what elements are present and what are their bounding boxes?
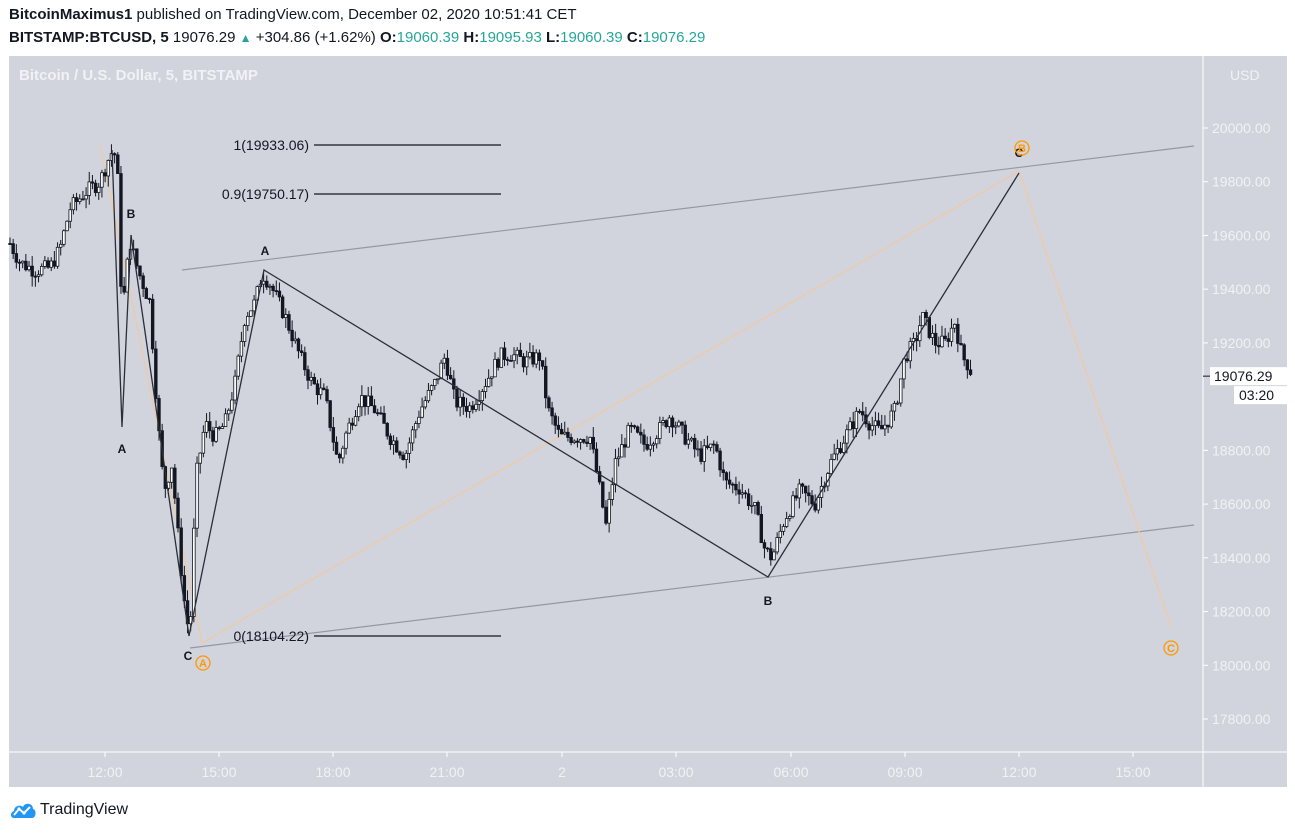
price-change: +304.86 (+1.62%) xyxy=(255,29,376,46)
close-label: C: xyxy=(626,29,643,46)
price-tick-label: 18200.00 xyxy=(1212,604,1271,620)
time-tick-label: 03:00 xyxy=(658,764,693,780)
low-label: L: xyxy=(545,29,561,46)
publish-info: BitcoinMaximus1 published on TradingView… xyxy=(9,6,577,23)
elliott-wave-projection[interactable] xyxy=(99,144,1172,644)
time-tick-label: 21:00 xyxy=(429,764,464,780)
price-tick-label: 19400.00 xyxy=(1212,281,1271,297)
up-triangle-icon: ▲ xyxy=(239,31,252,45)
wave-line-0[interactable] xyxy=(111,149,132,428)
svg-text:A: A xyxy=(199,658,207,670)
wave-label[interactable]: A xyxy=(118,442,127,456)
currency-label[interactable]: USD xyxy=(1230,67,1260,83)
chart-panel[interactable] xyxy=(9,56,1287,787)
wave-label[interactable]: C xyxy=(184,649,193,663)
chart-title: Bitcoin / U.S. Dollar, 5, BITSTAMP xyxy=(19,67,258,84)
svg-text:C: C xyxy=(1167,643,1175,655)
fib-retracement[interactable]: 1(19933.06) 0.9(19750.17) 0(18104.22) xyxy=(222,137,501,644)
time-tick-label: 18:00 xyxy=(315,764,350,780)
circled-wave-label[interactable] xyxy=(195,655,211,671)
price-tick-label: 19800.00 xyxy=(1212,174,1271,190)
time-tick-label: 15:00 xyxy=(201,764,236,780)
price-tick-label: 18600.00 xyxy=(1212,496,1271,512)
price-tick-label: 18400.00 xyxy=(1212,550,1271,566)
price-tick-label: 19200.00 xyxy=(1212,335,1271,351)
fib-level-label: 0(18104.22) xyxy=(233,628,309,644)
wave-label[interactable]: B xyxy=(764,594,773,608)
published-text: published on TradingView.com, December 0… xyxy=(136,6,577,23)
time-tick-label: 12:00 xyxy=(87,764,122,780)
open-value: 19060.39 xyxy=(396,29,460,46)
countdown-text: 03:20 xyxy=(1239,387,1274,403)
symbol-name: BITSTAMP:BTCUSD, 5 xyxy=(9,29,169,46)
last-price: 19076.29 xyxy=(172,29,236,46)
time-tick-label: 06:00 xyxy=(773,764,808,780)
wave-label[interactable]: A xyxy=(261,244,270,258)
wave-label[interactable]: C xyxy=(1015,146,1024,160)
open-label: O: xyxy=(379,29,397,46)
channel-upper-line[interactable] xyxy=(181,145,1195,271)
time-tick-label: 2 xyxy=(558,764,566,780)
price-tick-label: 19600.00 xyxy=(1212,227,1271,243)
close-value: 19076.29 xyxy=(642,29,706,46)
circled-wave-label[interactable] xyxy=(1014,140,1030,156)
time-axis[interactable]: 12:00 15:00 18:00 21:00 2 03:00 06:00 09:00 12:0… xyxy=(87,752,1151,780)
last-price-tag-text: 19076.29 xyxy=(1214,368,1273,384)
brand-name: TradingView xyxy=(40,801,129,818)
tradingview-branding[interactable]: TradingView xyxy=(10,801,128,819)
author-name[interactable]: BitcoinMaximus1 xyxy=(9,6,133,23)
price-axis[interactable]: 20000.00 19800.00 19600.00 19400.00 19200.00… xyxy=(1203,67,1271,727)
fib-level-label: 1(19933.06) xyxy=(233,137,309,153)
wave-line-1[interactable] xyxy=(130,172,1020,637)
price-tick-label: 20000.00 xyxy=(1212,120,1271,136)
time-tick-label: 15:00 xyxy=(1115,764,1150,780)
price-tick-label: 18800.00 xyxy=(1212,442,1271,458)
channel-lower-line[interactable] xyxy=(189,524,1195,649)
symbol-info: BITSTAMP:BTCUSD, 5 19076.29 ▲ +304.86 (+… xyxy=(9,29,705,46)
price-tick-label: 17800.00 xyxy=(1212,711,1271,727)
high-value: 19095.93 xyxy=(479,29,542,46)
price-tick-label: 18000.00 xyxy=(1212,657,1271,673)
countdown-tag xyxy=(1234,386,1287,405)
fib-level-label: 0.9(19750.17) xyxy=(222,186,309,202)
high-label: H: xyxy=(463,29,480,46)
svg-text:B: B xyxy=(1018,143,1026,155)
circled-wave-label[interactable] xyxy=(1163,640,1179,656)
last-price-tag xyxy=(1210,367,1287,386)
time-tick-label: 12:00 xyxy=(1001,764,1036,780)
wave-label[interactable]: B xyxy=(127,207,136,221)
time-tick-label: 09:00 xyxy=(887,764,922,780)
tradingview-logo-icon xyxy=(11,803,36,818)
low-value: 19060.39 xyxy=(560,29,623,46)
